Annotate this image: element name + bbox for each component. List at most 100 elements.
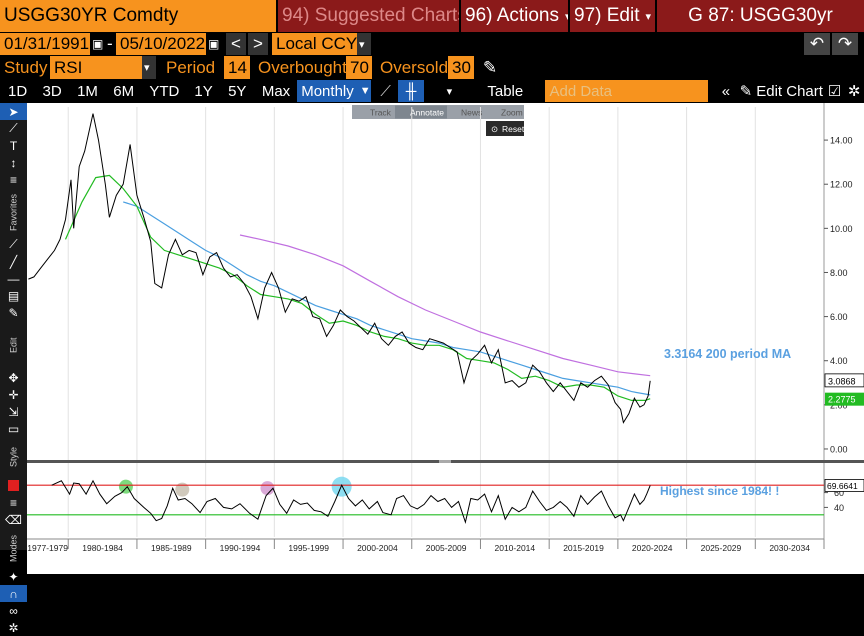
snap-icon[interactable]: ✦ xyxy=(8,569,19,584)
rsi-panel: 60 40 69.6641 xyxy=(27,460,864,525)
cursor-icon[interactable]: ➤ xyxy=(0,103,27,120)
ma200-line xyxy=(239,234,651,377)
eraser-icon[interactable]: ⌫ xyxy=(5,512,22,527)
news-button[interactable]: News xyxy=(461,108,482,118)
range-button-1y[interactable]: 1Y xyxy=(194,82,213,100)
gear-icon[interactable]: ✲ xyxy=(847,83,861,100)
track-button[interactable]: Track xyxy=(370,108,392,118)
zoom-button[interactable]: Zoom xyxy=(501,108,523,118)
add-data-input[interactable]: Add Data xyxy=(545,80,709,102)
draw-line-icon[interactable]: ⟋ xyxy=(9,121,18,135)
period-input[interactable]: 14 xyxy=(224,56,250,79)
redo-icon[interactable]: ↷ xyxy=(832,33,858,55)
line-weight-icon[interactable]: ≡ xyxy=(9,495,17,510)
currency-select[interactable]: Local CCY xyxy=(272,33,357,55)
magnet-icon[interactable]: ∩ xyxy=(0,585,27,602)
text-icon[interactable]: T xyxy=(9,138,18,153)
rsi-highlight-circle xyxy=(175,482,190,497)
left-toolbar: ➤ ⟋ T ↕ ≡ Favorites ⟋ ╱ — ▤ ✎ Edit ✥ ✛ ⇲… xyxy=(0,103,27,635)
channel-icon[interactable]: ▤ xyxy=(7,288,20,303)
x-tick-label: 1995-1999 xyxy=(288,543,329,553)
title-bar: USGG30YR Comdty 94) Suggested Charts 96)… xyxy=(0,0,864,32)
pencil-icon[interactable]: ✎ xyxy=(482,57,498,77)
x-tick-label: 2000-2004 xyxy=(357,543,398,553)
range-button-1d[interactable]: 1D xyxy=(8,82,28,100)
collapse-icon[interactable]: « xyxy=(721,82,731,100)
hline-icon[interactable]: — xyxy=(7,271,20,286)
end-date-input[interactable]: 05/10/2022 xyxy=(116,33,206,55)
color-swatch-icon[interactable] xyxy=(0,477,27,494)
x-axis-background xyxy=(27,539,864,574)
ma100-line xyxy=(123,201,651,396)
range-button-5y[interactable]: 5Y xyxy=(228,82,247,100)
measure-icon[interactable]: ⇲ xyxy=(8,404,19,419)
calendar-icon[interactable]: ▣ xyxy=(92,37,104,51)
ruler-icon[interactable]: ▭ xyxy=(7,421,20,436)
rsi-tick-label: 60 xyxy=(834,488,844,498)
x-tick-label: 1985-1989 xyxy=(151,543,192,553)
crosshair-icon[interactable]: ✛ xyxy=(8,387,19,402)
reset-button[interactable]: Reset xyxy=(502,124,525,134)
settings-icon[interactable]: ✲ xyxy=(8,620,19,635)
last-rsi-label: 69.6641 xyxy=(827,481,858,491)
function-label: G 87: USGG30yr xyxy=(657,0,864,32)
overbought-input[interactable]: 70 xyxy=(346,56,372,79)
line-tool-icon[interactable]: ⟋ xyxy=(9,237,18,251)
reset-icon: ⊙ xyxy=(491,124,498,134)
fib-icon[interactable]: ≡ xyxy=(9,172,17,187)
table-button[interactable]: Table xyxy=(487,82,524,100)
price-tick-label: 12.00 xyxy=(830,180,853,190)
reset-button-bg xyxy=(486,121,524,136)
panel-divider-handle[interactable] xyxy=(439,460,451,463)
edit-menu[interactable]: 97) Edit ▾ xyxy=(570,0,655,32)
move-icon[interactable]: ✥ xyxy=(8,370,19,385)
x-tick-label: 1977-1979 xyxy=(27,543,68,553)
start-date-input[interactable]: 01/31/1991 xyxy=(0,33,90,55)
line-chart-icon[interactable]: ⟋ xyxy=(380,82,391,100)
link-icon[interactable]: ∞ xyxy=(9,603,18,618)
suggested-charts-menu[interactable]: 94) Suggested Charts xyxy=(278,0,459,32)
range-button-1m[interactable]: 1M xyxy=(77,82,98,100)
range-button-3d[interactable]: 3D xyxy=(42,82,62,100)
date-bar: 01/31/1991 ▣ - 05/10/2022 ▣ < > Local CC… xyxy=(0,33,864,55)
ma-annotation: 3.3164 200 period MA xyxy=(664,347,791,361)
trend-icon[interactable]: ╱ xyxy=(9,254,18,269)
chevron-down-icon[interactable]: ▾ xyxy=(142,56,156,79)
ticker-field[interactable]: USGG30YR Comdty xyxy=(0,0,276,32)
x-axis: 1977-1979 1980-1984 1985-1989 1990-1994 1995… xyxy=(27,538,864,574)
pencil-icon[interactable]: ✎ xyxy=(8,305,19,320)
range-button-max[interactable]: Max xyxy=(261,82,291,100)
chevron-down-icon[interactable]: ▾ xyxy=(446,85,453,98)
edit-chart-button[interactable]: ✎ Edit Chart xyxy=(736,80,825,102)
actions-menu[interactable]: 96) Actions ▾ xyxy=(461,0,568,32)
frequency-select[interactable]: Monthly ▼ xyxy=(297,80,371,102)
last-ma-box xyxy=(825,392,864,406)
rsi-line xyxy=(51,479,651,525)
next-period-button[interactable]: > xyxy=(248,33,268,55)
edit-box-icon[interactable]: ☑ xyxy=(827,83,842,100)
annotate-button-bg xyxy=(395,105,447,119)
favorites-label: Favorites xyxy=(8,193,19,231)
chevron-down-icon: ▾ xyxy=(565,10,568,23)
frequency-label: Monthly xyxy=(301,82,354,100)
range-button-6m[interactable]: 6M xyxy=(113,82,135,100)
oversold-input[interactable]: 30 xyxy=(448,56,474,79)
chart-area[interactable]: Track Annotate News Zoom ⊙ Reset 14.00 12… xyxy=(27,103,864,574)
bar-chart-icon[interactable]: ╫ xyxy=(398,80,424,102)
price-tick-label: 6.00 xyxy=(830,312,848,322)
arrow-icon[interactable]: ↕ xyxy=(10,155,17,170)
annotate-button[interactable]: Annotate xyxy=(410,108,444,118)
calendar-icon[interactable]: ▣ xyxy=(208,37,220,51)
prev-period-button[interactable]: < xyxy=(226,33,246,55)
edit-label: Edit xyxy=(8,337,19,353)
edit-chart-label: Edit Chart xyxy=(756,82,823,100)
x-tick-label: 2025-2029 xyxy=(701,543,742,553)
range-button-ytd[interactable]: YTD xyxy=(149,82,180,100)
study-select[interactable]: RSI xyxy=(50,56,142,79)
period-label: Period xyxy=(166,57,216,77)
chevron-down-icon[interactable]: ▾ xyxy=(357,33,371,55)
chart-svg[interactable]: Track Annotate News Zoom ⊙ Reset 14.00 12… xyxy=(27,103,864,574)
undo-icon[interactable]: ↶ xyxy=(804,33,830,55)
price-tick-label: 8.00 xyxy=(830,268,848,278)
price-tick-label: 0.00 xyxy=(830,444,848,454)
